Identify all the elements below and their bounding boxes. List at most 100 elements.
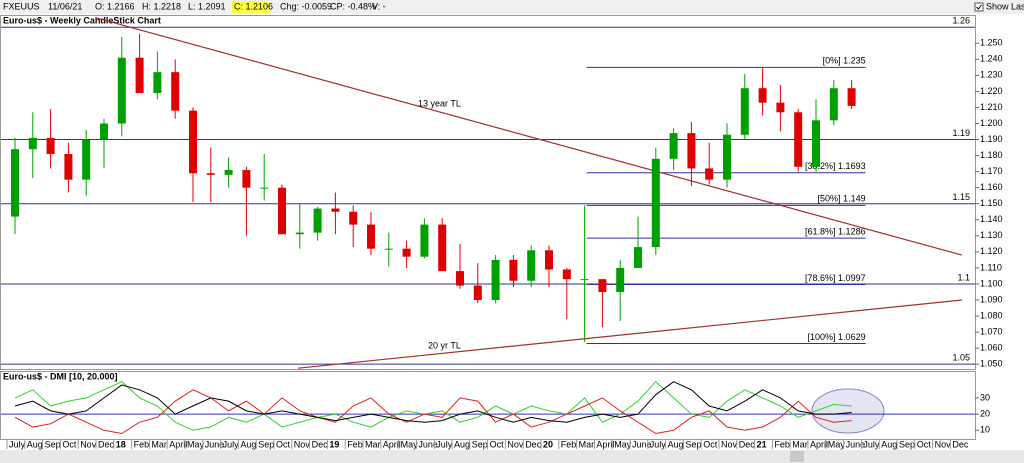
x-tick-label: Nov: [80, 439, 97, 449]
x-tick-label: Aug: [27, 439, 43, 449]
x-tick-label: April: [810, 439, 828, 449]
show-last[interactable]: Show Last: [986, 1, 1024, 11]
candle-body: [295, 232, 304, 235]
level-label: 1.15: [952, 192, 970, 202]
x-tick-label: Feb: [561, 439, 577, 449]
candle-body: [491, 259, 500, 301]
candle-body: [135, 57, 144, 94]
y-tick-label: 1.250: [980, 38, 1003, 48]
candle-body: [829, 88, 838, 121]
checkbox[interactable]: [974, 2, 984, 12]
candle-body: [278, 187, 286, 235]
y-tick-label: 1.140: [980, 214, 1003, 224]
x-tick-label: Oct: [917, 439, 932, 449]
x-tick-label: Oct: [703, 439, 718, 449]
candle-body: [473, 285, 482, 301]
x-tick-label: July: [9, 439, 26, 449]
x-tick-label: April: [596, 439, 614, 449]
x-tick-label: 20: [543, 439, 553, 449]
x-tick-label: April: [169, 439, 187, 449]
x-tick-label: June: [205, 439, 225, 449]
y-tick-label: 1.100: [980, 278, 1003, 288]
candle-body: [46, 137, 55, 154]
candle-body: [242, 170, 251, 188]
y-tick-label: 1.200: [980, 118, 1003, 128]
x-tick-label: Nov: [935, 439, 952, 449]
x-tick-label: Sep: [258, 439, 274, 449]
dmi-line: [14, 381, 852, 431]
x-tick-label: Dec: [952, 439, 969, 449]
candle-body: [740, 88, 749, 135]
x-tick-label: July: [650, 439, 667, 449]
level-label: 1.1: [957, 272, 970, 282]
chart-title: Euro-us$ - Weekly CandleStick Chart: [3, 15, 161, 25]
x-tick-label: Feb: [134, 439, 150, 449]
x-tick-label: Dec: [98, 439, 115, 449]
candle-body: [64, 153, 73, 180]
candle-body: [331, 208, 340, 212]
dmi-line: [14, 389, 852, 435]
candle-body: [82, 139, 91, 180]
y-tick-label: 1.190: [980, 134, 1003, 144]
y-tick-label: 1.210: [980, 102, 1003, 112]
dmi-line: [14, 381, 852, 423]
x-tick-label: Nov: [507, 439, 524, 449]
candle-body: [705, 168, 714, 180]
dmi-title: Euro-us$ - DMI [10, 20.000]: [3, 371, 118, 381]
y-tick-label: 30: [980, 392, 990, 402]
y-tick-label: 1.120: [980, 246, 1003, 256]
x-tick-label: May: [828, 439, 846, 449]
scroll-thumb[interactable]: [790, 451, 804, 462]
candle-body: [100, 123, 108, 140]
x-tick-label: Nov: [721, 439, 738, 449]
candle-body: [313, 208, 322, 233]
candle-body: [456, 271, 464, 286]
fib-label: [78.6%] 1.0997: [805, 273, 866, 283]
candle-body: [189, 110, 197, 174]
candle-body: [11, 149, 19, 217]
x-tick-label: Mar: [792, 439, 808, 449]
candle-body: [562, 269, 571, 280]
x-tick-label: 18: [116, 439, 126, 449]
candle-body: [812, 120, 820, 167]
level-label: 1.19: [952, 128, 970, 138]
candle-body: [509, 259, 518, 281]
x-tick-label: Mar: [365, 439, 381, 449]
x-tick-label: 19: [329, 439, 339, 449]
candle-body: [224, 170, 233, 175]
scrollbar[interactable]: [0, 450, 1024, 463]
trendline: [297, 299, 963, 369]
x-tick-label: Sep: [45, 439, 61, 449]
fib-label: [0%] 1.235: [823, 56, 866, 66]
candle-body: [402, 248, 411, 257]
x-tick-label: Aug: [668, 439, 684, 449]
candle-body: [171, 72, 180, 111]
y-tick-label: 1.220: [980, 86, 1003, 96]
x-tick-label: June: [846, 439, 866, 449]
x-tick-label: 21: [757, 439, 767, 449]
change: Chg: -0.0059: [280, 1, 332, 11]
y-tick-label: 10: [980, 425, 990, 435]
x-tick-label: Aug: [881, 439, 897, 449]
fib-label: [38.2%] 1.1693: [805, 161, 866, 171]
candle-body: [153, 72, 162, 94]
x-tick-label: Dec: [739, 439, 756, 449]
candle-body: [527, 250, 536, 281]
x-tick-label: July: [223, 439, 240, 449]
x-tick-label: Dec: [312, 439, 329, 449]
candle-body: [847, 88, 856, 106]
y-tick-label: 1.170: [980, 166, 1003, 176]
x-tick-label: July: [863, 439, 880, 449]
candle-body: [651, 158, 660, 248]
x-tick-label: Oct: [276, 439, 291, 449]
candle-body: [117, 57, 126, 124]
low: L: 1.2091: [188, 1, 226, 11]
candle-body: [776, 102, 785, 113]
y-tick-label: 1.090: [980, 294, 1003, 304]
symbol: FXEUUS: [3, 1, 40, 11]
x-tick-label: Sep: [899, 439, 915, 449]
y-tick-label: 20: [980, 408, 990, 418]
trendline: [94, 17, 963, 256]
